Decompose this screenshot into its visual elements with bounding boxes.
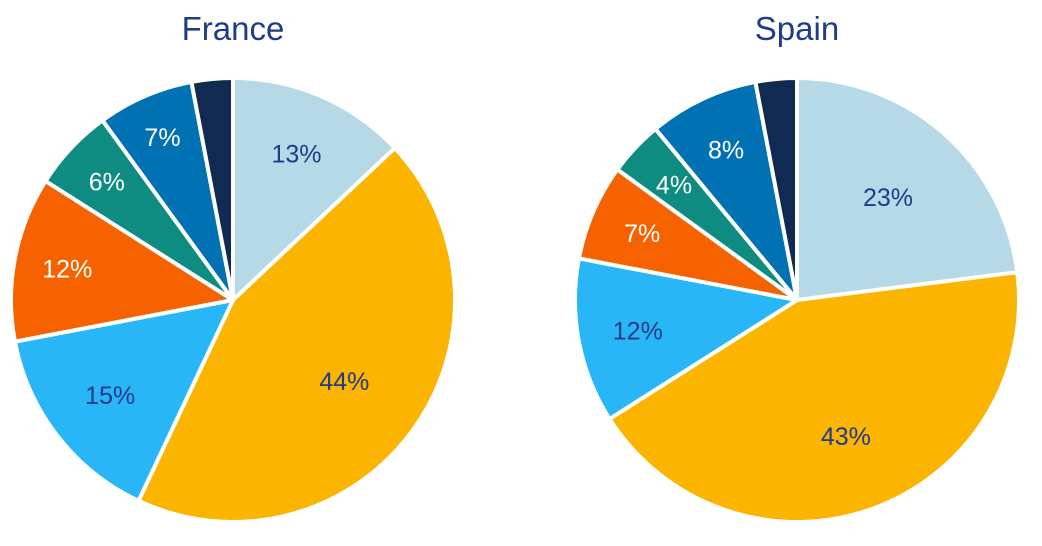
pie-slices-spain <box>573 76 1021 524</box>
pie-label-spain-0: 23% <box>863 184 913 212</box>
pie-label-france-1: 44% <box>319 368 369 396</box>
pie-slice-france-2 <box>12 298 235 503</box>
pie-chart-france: France 13% 44% 15% 12% 6% 7% <box>9 10 457 524</box>
pie-label-spain-4: 4% <box>656 172 692 200</box>
pie-slice-france-6 <box>189 76 235 302</box>
pie-label-france-2: 15% <box>85 382 135 410</box>
pie-slice-spain-2 <box>573 256 799 421</box>
pie-chart-spain: Spain 23% 43% 12% 7% 4% 8% <box>573 10 1021 524</box>
pie-slices-france <box>9 76 457 524</box>
pie-slice-spain-5 <box>653 79 799 302</box>
pie-label-france-0: 13% <box>271 140 321 168</box>
pie-label-spain-5: 8% <box>708 136 744 164</box>
chart-title-spain: Spain <box>755 10 839 47</box>
pie-label-spain-3: 7% <box>624 220 660 248</box>
pie-label-france-5: 7% <box>144 124 180 152</box>
pie-label-france-4: 6% <box>89 169 125 197</box>
pie-label-france-3: 12% <box>42 255 92 283</box>
chart-title-france: France <box>182 10 285 47</box>
pie-slice-spain-6 <box>753 76 799 302</box>
pie-slice-spain-0 <box>795 76 1020 302</box>
pie-label-spain-1: 43% <box>821 423 871 451</box>
pie-slice-spain-1 <box>607 270 1021 524</box>
pie-labels-spain: 23% 43% 12% 7% 4% 8% <box>613 136 913 451</box>
pie-label-spain-2: 12% <box>613 317 663 345</box>
pie-slice-france-0 <box>231 76 397 302</box>
pie-labels-france: 13% 44% 15% 12% 6% 7% <box>42 124 369 410</box>
pie-slice-france-1 <box>136 146 457 524</box>
pie-slice-france-3 <box>9 179 235 344</box>
